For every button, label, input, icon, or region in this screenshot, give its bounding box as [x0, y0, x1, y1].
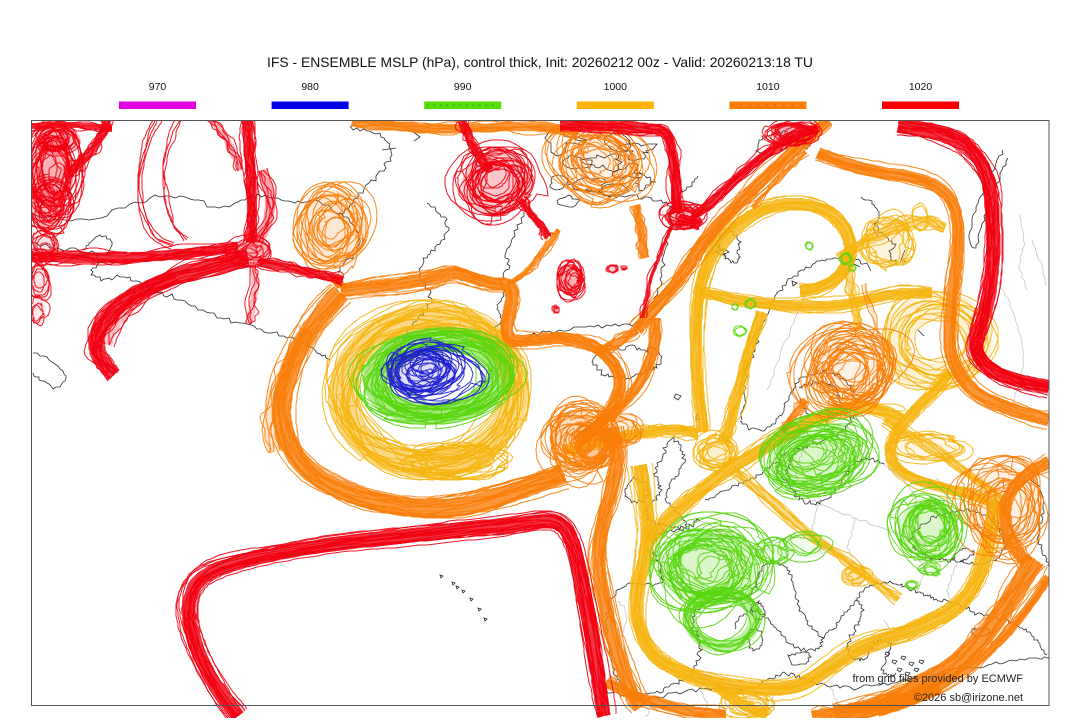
svg-text:1010: 1010 [756, 81, 780, 93]
svg-text:from grib files provided by EC: from grib files provided by ECMWF [852, 673, 1023, 685]
svg-text:1020: 1020 [909, 81, 933, 93]
svg-text:970: 970 [149, 81, 167, 93]
svg-text:1000: 1000 [604, 81, 628, 93]
svg-text:IFS - ENSEMBLE MSLP (hPa), con: IFS - ENSEMBLE MSLP (hPa), control thick… [267, 54, 813, 70]
svg-text:©2026 sb@irizone.net: ©2026 sb@irizone.net [914, 692, 1023, 704]
svg-text:990: 990 [454, 81, 472, 93]
svg-text:980: 980 [301, 81, 319, 93]
